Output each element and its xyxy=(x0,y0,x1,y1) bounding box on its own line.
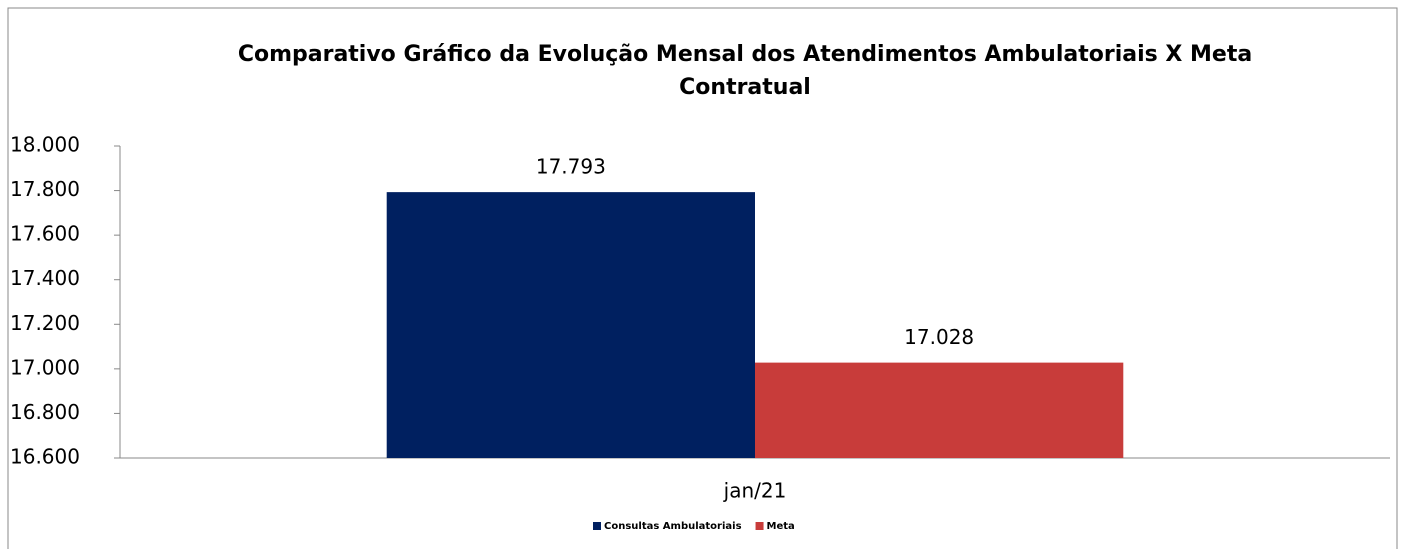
data-label: 17.793 xyxy=(536,155,606,179)
bar xyxy=(386,192,755,459)
legend-swatch xyxy=(755,522,764,530)
legend-label: Meta xyxy=(767,521,795,532)
chart-title: Comparativo Gráfico da Evolução Mensal d… xyxy=(237,42,1253,100)
chart-border xyxy=(7,7,1398,549)
data-label: 17.028 xyxy=(904,325,974,349)
y-tick-label: 17.000 xyxy=(10,355,80,379)
y-tick-label: 18.000 xyxy=(10,133,80,157)
y-tick-label: 16.800 xyxy=(10,400,80,424)
legend-swatch xyxy=(593,522,601,530)
y-tick-label: 17.600 xyxy=(10,222,80,246)
y-tick-label: 17.200 xyxy=(10,311,80,335)
x-tick-label: jan/21 xyxy=(723,479,787,503)
legend-label: Consultas Ambulatoriais xyxy=(604,521,742,532)
bar xyxy=(755,362,1124,458)
y-tick-label: 17.400 xyxy=(10,266,80,290)
y-tick-label: 17.800 xyxy=(10,177,80,201)
y-tick-label: 16.600 xyxy=(10,445,80,469)
